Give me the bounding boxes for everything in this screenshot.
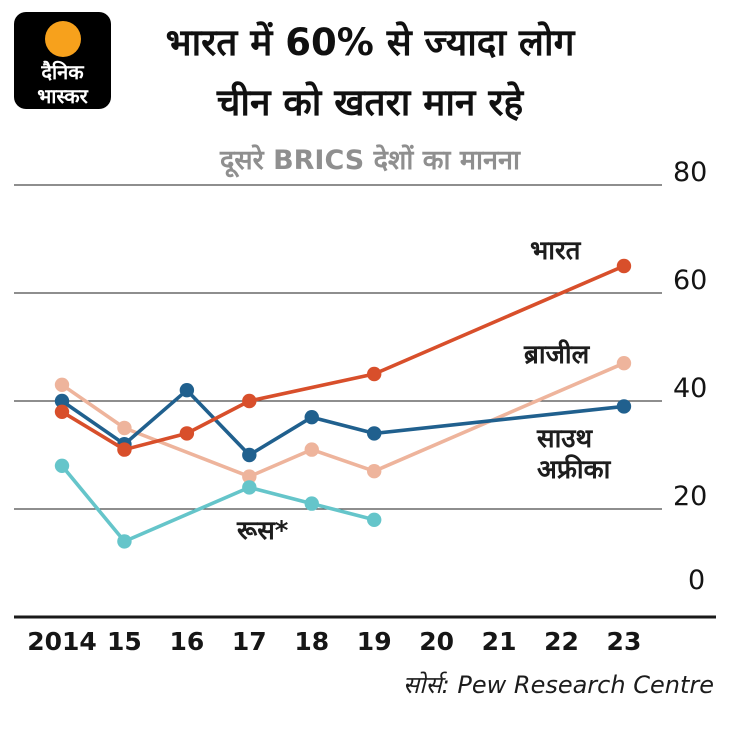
series-label-brazil: ब्राजील <box>524 340 590 370</box>
series-point-3 <box>117 534 132 549</box>
y-tick-label-0: 0 <box>688 565 705 596</box>
series-line-3 <box>60 463 377 544</box>
x-tick-label-21: 21 <box>482 627 517 656</box>
x-tick-label-17: 17 <box>232 627 267 656</box>
series-point-3 <box>242 480 257 495</box>
dainik-bhaskar-logo: दैनिक भास्कर <box>14 12 111 109</box>
series-label-south-africa: साउथ अफ्रीका <box>537 424 611 486</box>
page-title-line1: भारत में 60% से ज्यादा लोग <box>165 21 575 64</box>
series-point-0 <box>179 426 195 441</box>
logo-text-line1: दैनिक <box>41 60 84 84</box>
series-point-2 <box>179 383 195 398</box>
series-point-0 <box>117 442 132 457</box>
series-point-3 <box>367 512 382 527</box>
y-tick-label-20: 20 <box>673 481 707 512</box>
page-title-line2: चीन को खतरा मान रहे <box>216 81 524 124</box>
series-point-3 <box>54 458 70 473</box>
x-tick-label-16: 16 <box>169 627 204 656</box>
series-point-1 <box>616 356 632 371</box>
series-point-0 <box>242 393 257 409</box>
series-point-0 <box>54 404 70 419</box>
x-tick-label-15: 15 <box>107 627 142 656</box>
y-tick-label-80: 80 <box>673 157 707 188</box>
x-tick-label-19: 19 <box>357 627 392 656</box>
x-tick-label-23: 23 <box>607 627 642 656</box>
series-label-russia: रूस* <box>237 516 289 546</box>
series-point-0 <box>616 258 632 274</box>
series-label-india: भारत <box>530 236 581 266</box>
series-point-1 <box>117 420 132 436</box>
y-tick-label-40: 40 <box>673 373 707 404</box>
series-point-0 <box>367 366 382 382</box>
page-subtitle: दूसरे BRICS देशों का मानना <box>220 145 520 176</box>
series-point-2 <box>367 426 382 441</box>
series-line-0 <box>60 264 626 452</box>
series-point-1 <box>304 442 319 457</box>
x-tick-label-2014: 2014 <box>27 627 97 656</box>
series-line-1 <box>60 361 626 479</box>
x-tick-label-22: 22 <box>544 627 579 656</box>
series-point-2 <box>54 393 70 409</box>
logo-text-line2: भास्कर <box>37 84 88 108</box>
series-point-2 <box>616 399 632 414</box>
series-point-1 <box>242 469 257 484</box>
sun-icon <box>44 21 81 57</box>
y-tick-label-60: 60 <box>673 265 707 296</box>
series-point-1 <box>367 464 382 479</box>
series-point-2 <box>304 410 319 425</box>
source-credit: सोर्स: Pew Research Centre <box>403 671 714 699</box>
series-point-2 <box>242 447 257 463</box>
x-tick-label-20: 20 <box>419 627 454 656</box>
series-point-3 <box>304 496 319 511</box>
x-tick-label-18: 18 <box>294 627 329 656</box>
series-point-1 <box>54 377 70 392</box>
